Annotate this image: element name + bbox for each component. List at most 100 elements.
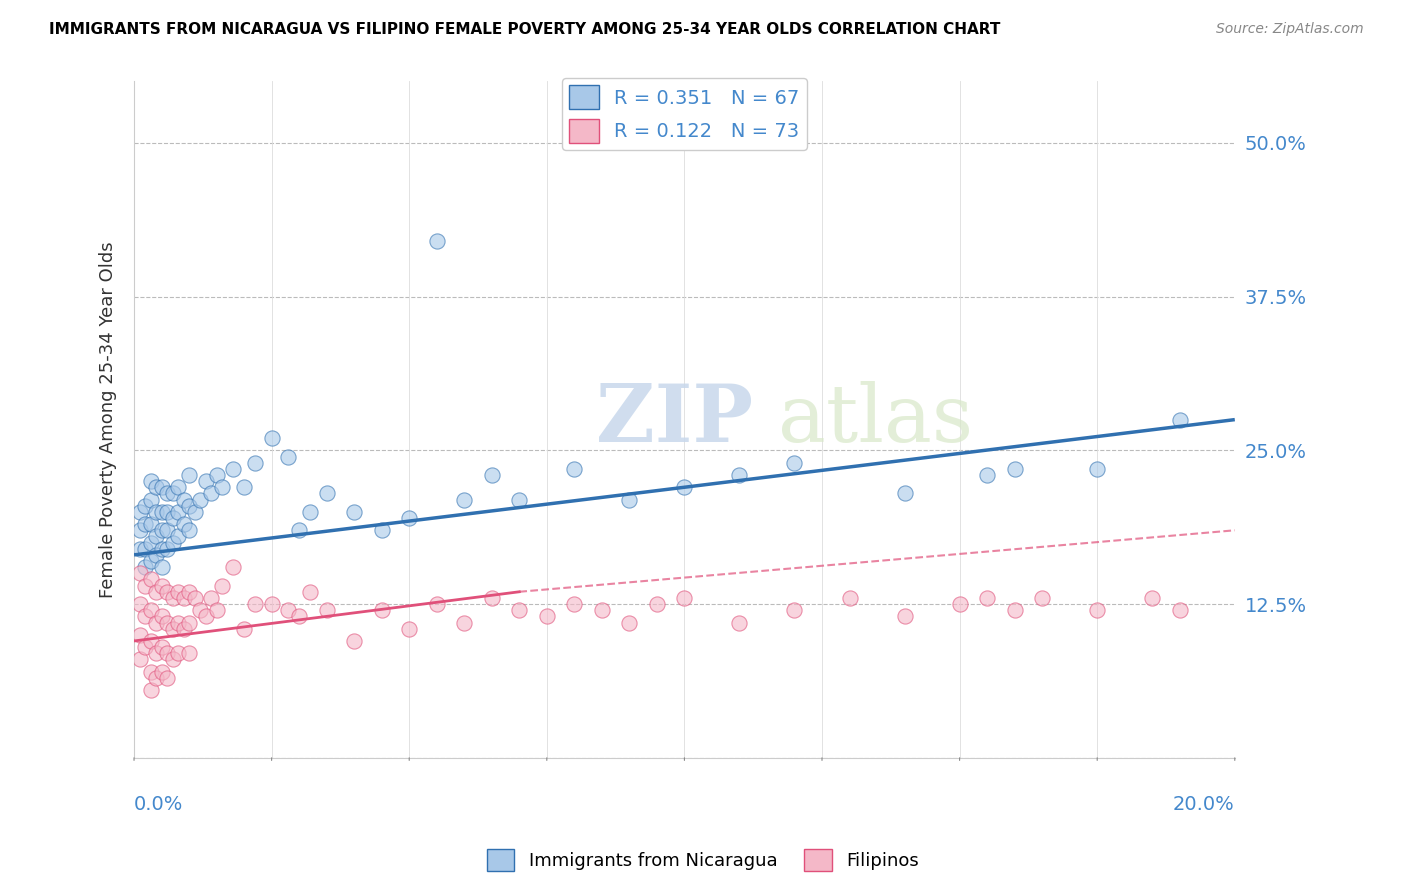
Point xyxy=(205,467,228,482)
Point xyxy=(139,603,162,617)
Point xyxy=(150,560,173,574)
Point xyxy=(145,505,167,519)
Point xyxy=(167,480,190,494)
Point xyxy=(976,467,998,482)
Point xyxy=(200,591,222,605)
Point xyxy=(156,541,179,556)
Point xyxy=(156,505,179,519)
Point xyxy=(562,462,585,476)
Point xyxy=(150,609,173,624)
Point xyxy=(645,597,668,611)
Point xyxy=(1085,603,1108,617)
Point xyxy=(139,474,162,488)
Point xyxy=(177,646,200,660)
Point xyxy=(426,597,449,611)
Point xyxy=(177,523,200,537)
Point xyxy=(156,584,179,599)
Point xyxy=(398,622,420,636)
Point xyxy=(139,665,162,679)
Point xyxy=(233,622,256,636)
Point xyxy=(183,505,205,519)
Point xyxy=(128,628,150,642)
Point xyxy=(156,671,179,685)
Point xyxy=(783,603,806,617)
Point xyxy=(134,640,156,654)
Point xyxy=(128,541,150,556)
Point xyxy=(211,579,233,593)
Point xyxy=(260,597,283,611)
Point xyxy=(167,615,190,630)
Point xyxy=(481,591,503,605)
Point xyxy=(145,646,167,660)
Point xyxy=(183,591,205,605)
Point xyxy=(177,615,200,630)
Point xyxy=(156,615,179,630)
Point xyxy=(173,492,195,507)
Point xyxy=(211,480,233,494)
Point xyxy=(162,591,184,605)
Point xyxy=(173,622,195,636)
Point xyxy=(1004,603,1026,617)
Point xyxy=(619,492,641,507)
Point xyxy=(162,486,184,500)
Point xyxy=(398,511,420,525)
Point xyxy=(188,492,211,507)
Point xyxy=(145,529,167,543)
Point xyxy=(299,505,322,519)
Point xyxy=(145,584,167,599)
Point xyxy=(1085,462,1108,476)
Point xyxy=(167,529,190,543)
Point xyxy=(139,573,162,587)
Point xyxy=(128,652,150,666)
Point xyxy=(150,541,173,556)
Point xyxy=(1142,591,1164,605)
Point xyxy=(315,603,337,617)
Point xyxy=(162,511,184,525)
Point xyxy=(167,584,190,599)
Point xyxy=(277,603,299,617)
Point xyxy=(173,591,195,605)
Text: ZIP: ZIP xyxy=(596,381,754,458)
Text: Source: ZipAtlas.com: Source: ZipAtlas.com xyxy=(1216,22,1364,37)
Point xyxy=(277,450,299,464)
Point xyxy=(728,615,751,630)
Point xyxy=(243,456,266,470)
Point xyxy=(177,499,200,513)
Point xyxy=(150,523,173,537)
Point xyxy=(150,640,173,654)
Point xyxy=(1168,603,1191,617)
Text: 0.0%: 0.0% xyxy=(134,795,183,814)
Point xyxy=(167,646,190,660)
Point xyxy=(139,634,162,648)
Point xyxy=(139,535,162,549)
Point xyxy=(562,597,585,611)
Point xyxy=(128,505,150,519)
Point xyxy=(139,517,162,532)
Point xyxy=(536,609,558,624)
Point xyxy=(728,467,751,482)
Text: IMMIGRANTS FROM NICARAGUA VS FILIPINO FEMALE POVERTY AMONG 25-34 YEAR OLDS CORRE: IMMIGRANTS FROM NICARAGUA VS FILIPINO FE… xyxy=(49,22,1001,37)
Point xyxy=(134,609,156,624)
Point xyxy=(194,474,217,488)
Text: atlas: atlas xyxy=(778,381,973,458)
Point xyxy=(976,591,998,605)
Point xyxy=(233,480,256,494)
Point xyxy=(370,603,392,617)
Point xyxy=(619,615,641,630)
Point xyxy=(134,499,156,513)
Point xyxy=(134,541,156,556)
Point xyxy=(150,480,173,494)
Point xyxy=(893,486,915,500)
Point xyxy=(139,492,162,507)
Point xyxy=(453,492,475,507)
Point xyxy=(315,486,337,500)
Point xyxy=(194,609,217,624)
Point xyxy=(260,431,283,445)
Point xyxy=(508,492,530,507)
Point xyxy=(145,548,167,562)
Point xyxy=(177,584,200,599)
Point xyxy=(426,235,449,249)
Point xyxy=(150,665,173,679)
Point xyxy=(591,603,613,617)
Point xyxy=(162,622,184,636)
